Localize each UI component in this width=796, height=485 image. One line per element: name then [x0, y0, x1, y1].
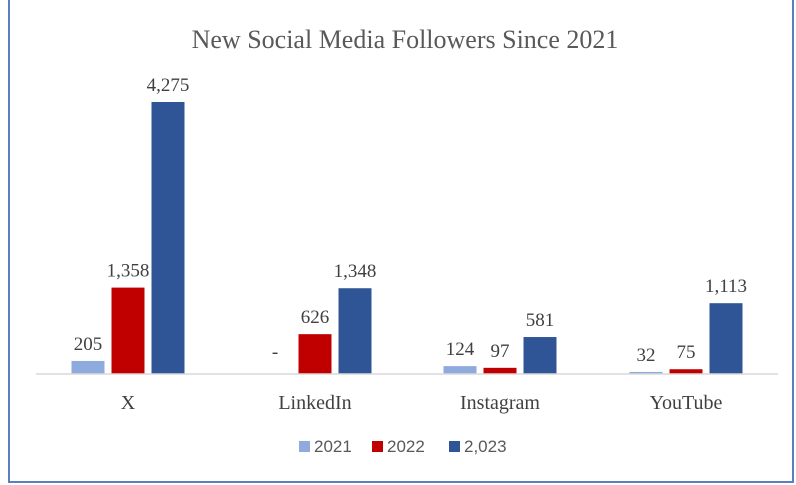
bar-instagram-2021 [443, 366, 477, 374]
bar-linkedin-2023 [338, 288, 372, 374]
data-label-linkedin-2023: 1,348 [334, 261, 377, 282]
data-labels-group: 205 1,358 4,275 - 626 1,348 124 97 581 32 75 1,113 [74, 75, 747, 366]
bar-x-2023 [151, 102, 185, 374]
data-label-linkedin-2022: 626 [301, 307, 330, 328]
bar-instagram-2023 [523, 337, 557, 374]
legend: 2021 2022 2,023 [299, 437, 507, 456]
data-label-instagram-2022: 97 [491, 341, 510, 362]
data-label-x-2022: 1,358 [107, 261, 150, 282]
category-label-x: X [121, 392, 136, 414]
legend-swatch-2022 [372, 441, 383, 452]
bar-instagram-2022 [483, 367, 517, 374]
bar-linkedin-2022 [298, 334, 332, 374]
legend-label-2021: 2021 [314, 437, 352, 456]
data-label-x-2021: 205 [74, 334, 103, 355]
data-label-youtube-2023: 1,113 [705, 276, 747, 297]
data-label-x-2023: 4,275 [147, 75, 190, 96]
data-label-youtube-2022: 75 [677, 342, 696, 363]
data-label-linkedin-2021: - [272, 342, 278, 363]
legend-swatch-2021 [299, 441, 310, 452]
bar-youtube-2023 [709, 303, 743, 374]
category-labels-group: X LinkedIn Instagram YouTube [121, 392, 723, 414]
data-label-youtube-2021: 32 [637, 345, 656, 366]
data-label-instagram-2023: 581 [526, 310, 555, 331]
chart-title: New Social Media Followers Since 2021 [192, 25, 619, 54]
bar-youtube-2021 [629, 371, 663, 374]
bar-x-2022 [111, 287, 145, 374]
bar-youtube-2022 [669, 369, 703, 374]
bars-group [71, 102, 743, 374]
legend-label-2022: 2022 [387, 437, 425, 456]
legend-label-2023: 2,023 [464, 437, 507, 456]
category-label-instagram: Instagram [460, 392, 540, 414]
data-label-instagram-2021: 124 [446, 339, 475, 360]
category-label-linkedin: LinkedIn [278, 392, 351, 414]
legend-swatch-2023 [449, 441, 460, 452]
bar-x-2021 [71, 360, 105, 374]
category-label-youtube: YouTube [650, 392, 723, 414]
chart-frame [8, 0, 794, 483]
